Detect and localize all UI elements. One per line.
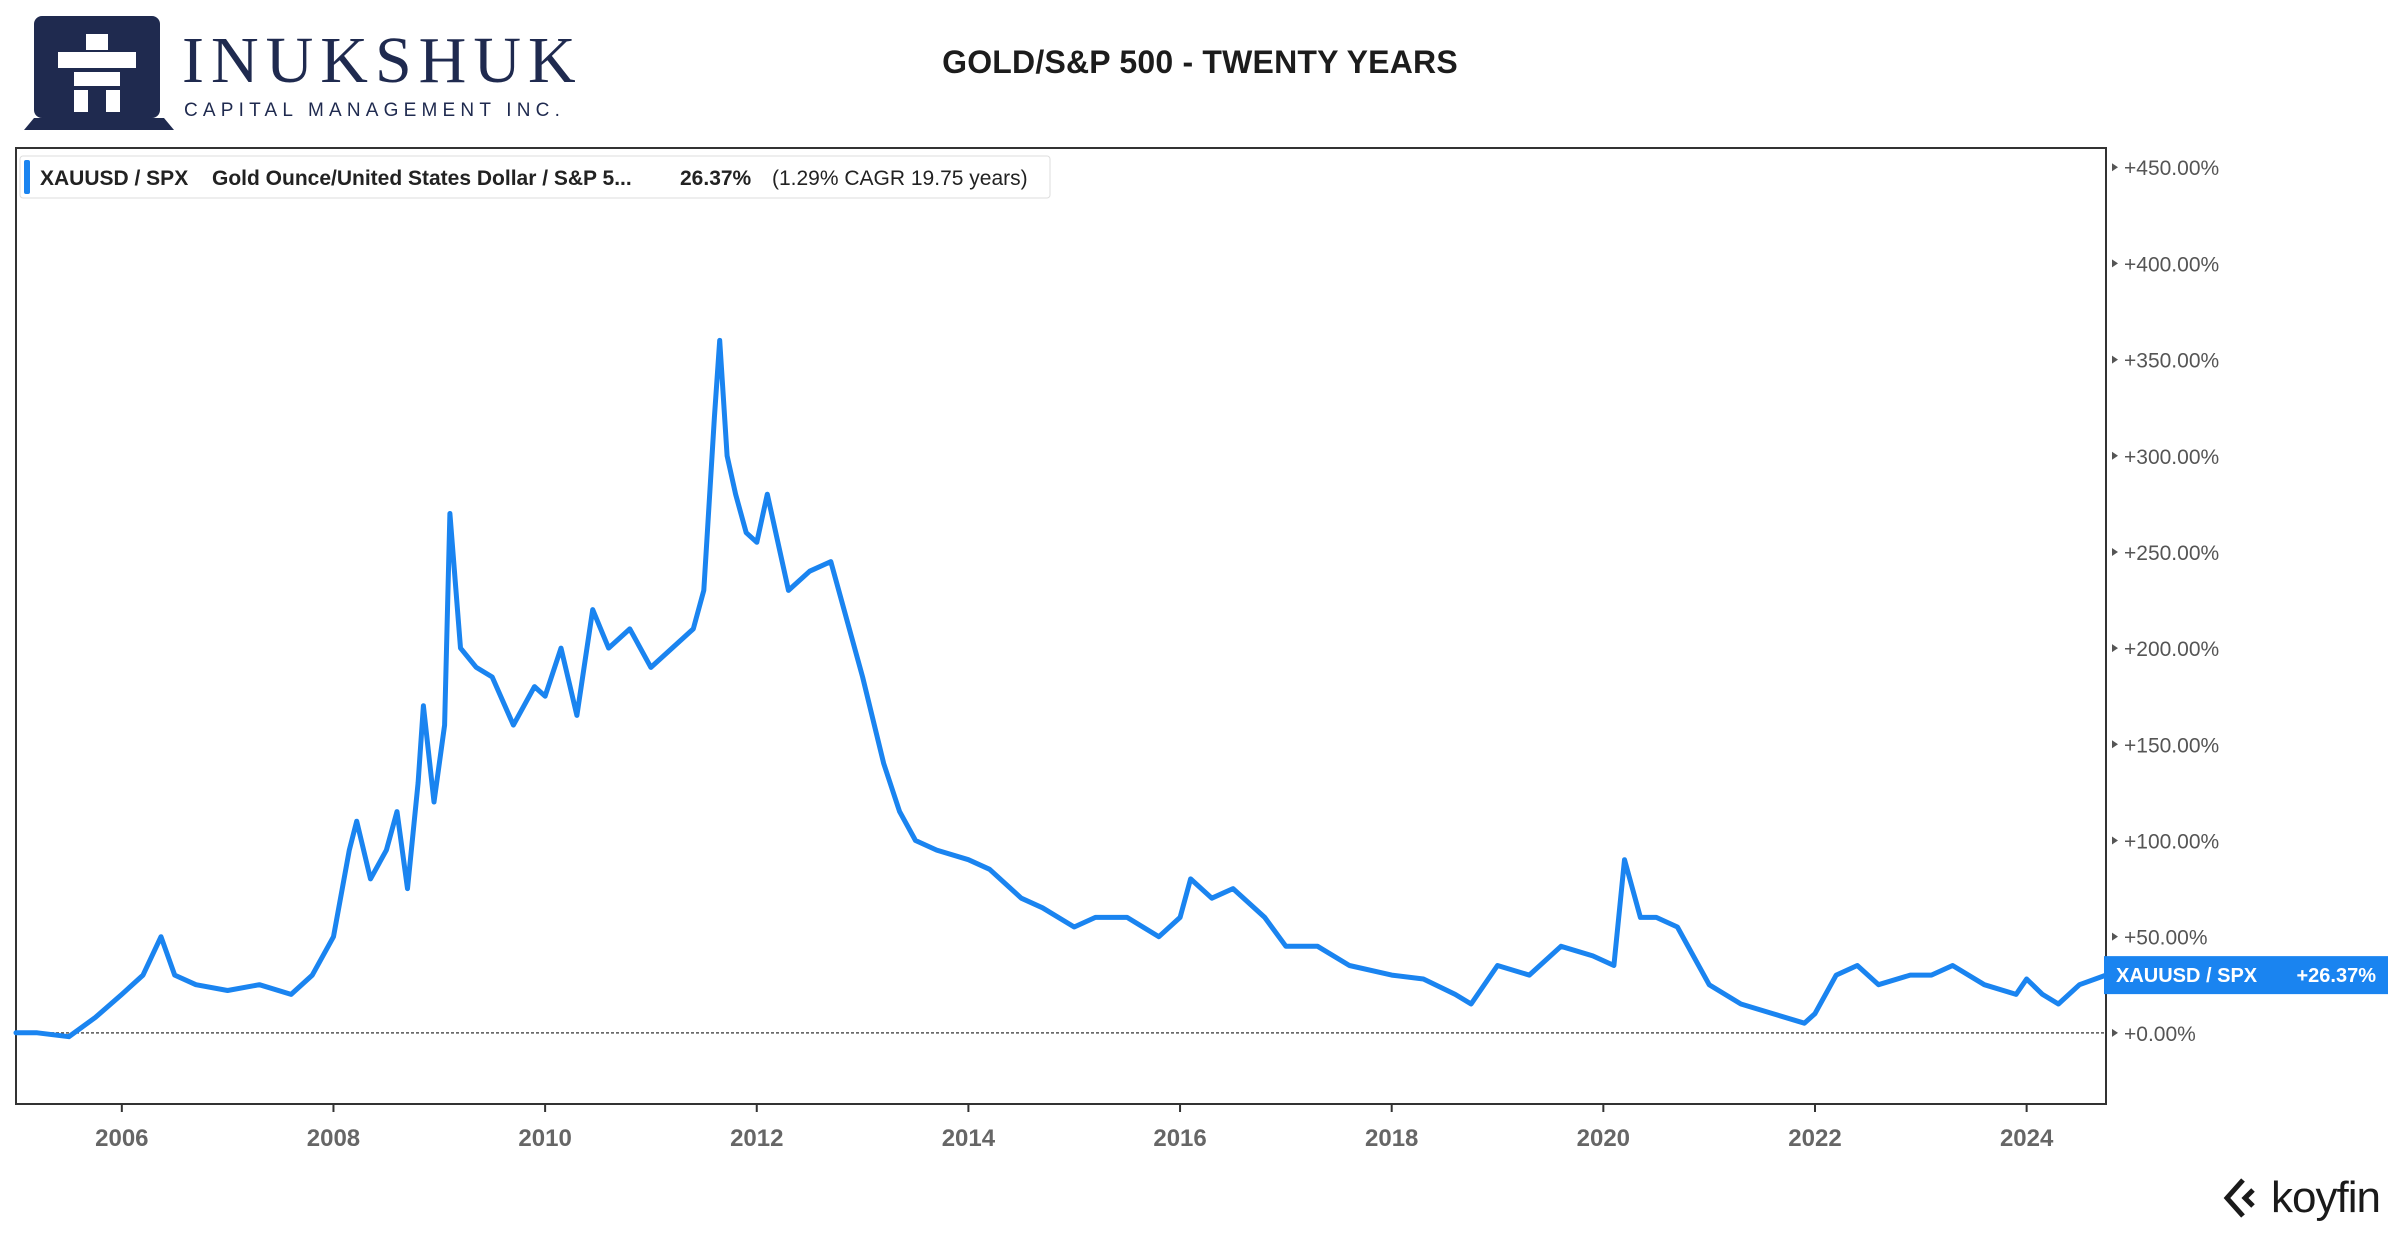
y-tick-mark <box>2112 740 2118 749</box>
inukshuk-logo: INUKSHUK CAPITAL MANAGEMENT INC. <box>24 16 583 130</box>
koyfin-text: koyfin <box>2271 1173 2381 1222</box>
series-line-xauusd-spx <box>13 337 2109 1040</box>
y-tick-mark <box>2112 163 2118 172</box>
x-tick-label: 2022 <box>1788 1125 1841 1152</box>
x-tick-label: 2006 <box>95 1125 148 1152</box>
last-value-tag-bg <box>2104 956 2388 995</box>
y-tick-label: +150.00% <box>2124 734 2219 757</box>
y-tick-mark <box>2112 644 2118 653</box>
legend-change: 26.37% <box>680 167 752 190</box>
x-tick-label: 2018 <box>1365 1125 1418 1152</box>
y-tick-label: +250.00% <box>2124 542 2219 565</box>
x-tick-label: 2014 <box>942 1125 996 1152</box>
y-tick-label: +100.00% <box>2124 830 2219 853</box>
x-tick-label: 2024 <box>2000 1125 2054 1152</box>
legend-box <box>19 155 1051 199</box>
x-tick-label: 2008 <box>307 1125 360 1152</box>
y-axis: +0.00% +50.00% +100.00% +150.00% +200.00% +25… <box>2112 157 2219 1046</box>
legend-color-swatch <box>24 160 30 194</box>
last-value-tag: XAUUSD / SPX +26.37% <box>2104 956 2388 995</box>
y-tick-label: +450.00% <box>2124 157 2219 180</box>
inukshuk-logo-mark <box>24 16 174 130</box>
y-tick-mark <box>2112 1028 2118 1037</box>
koyfin-branding: koyfin <box>2221 1170 2381 1226</box>
y-tick-label: +300.00% <box>2124 446 2219 469</box>
plot-frame <box>15 147 2107 1105</box>
legend-description: Gold Ounce/United States Dollar / S&P 5.… <box>212 167 632 190</box>
x-tick-label: 2016 <box>1153 1125 1206 1152</box>
y-tick-label: +200.00% <box>2124 638 2219 661</box>
y-tick-mark <box>2112 836 2118 845</box>
logo-name: INUKSHUK <box>182 24 583 97</box>
x-tick-label: 2020 <box>1577 1125 1630 1152</box>
legend-symbol: XAUUSD / SPX <box>40 167 188 190</box>
x-axis: 2006 2008 2010 2012 2014 2016 2018 2020 2022 2024 <box>95 1104 2054 1152</box>
legend-cagr: (1.29% CAGR 19.75 years) <box>772 167 1028 190</box>
x-tick-label: 2010 <box>518 1125 571 1152</box>
last-value-tag-value: +26.37% <box>2296 965 2376 987</box>
y-tick-mark <box>2112 355 2118 364</box>
x-tick-label: 2012 <box>730 1125 783 1152</box>
y-tick-label: +0.00% <box>2124 1023 2196 1046</box>
legend: XAUUSD / SPX Gold Ounce/United States Do… <box>19 155 1051 199</box>
y-tick-mark <box>2112 451 2118 460</box>
y-tick-mark <box>2112 259 2118 268</box>
logo-subtitle: CAPITAL MANAGEMENT INC. <box>184 100 565 121</box>
y-tick-label: +350.00% <box>2124 350 2219 373</box>
y-tick-label: +50.00% <box>2124 927 2208 950</box>
last-value-tag-symbol: XAUUSD / SPX <box>2116 965 2258 987</box>
koyfin-icon <box>2223 1178 2255 1218</box>
y-tick-mark <box>2112 932 2118 941</box>
chart-title: GOLD/S&P 500 - TWENTY YEARS <box>942 44 1458 80</box>
y-tick-label: +400.00% <box>2124 253 2219 276</box>
y-tick-mark <box>2112 547 2118 556</box>
